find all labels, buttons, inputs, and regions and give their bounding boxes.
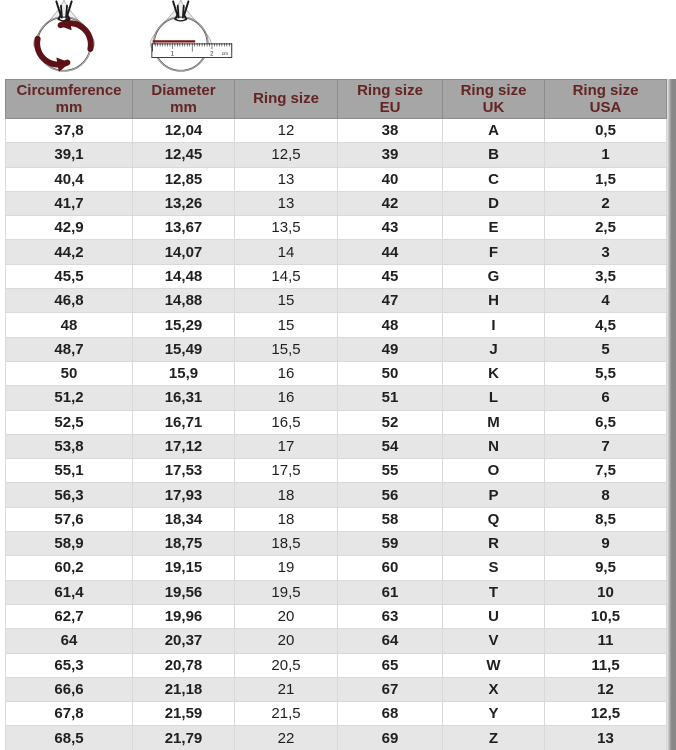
svg-text:cm: cm bbox=[222, 51, 228, 56]
svg-text:2: 2 bbox=[210, 51, 213, 57]
